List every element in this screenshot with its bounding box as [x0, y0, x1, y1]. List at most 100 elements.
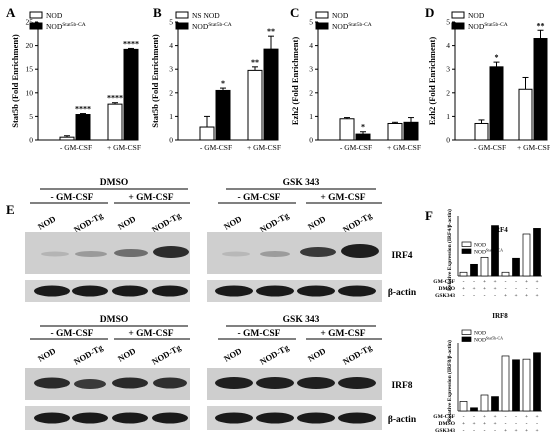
treatment-sign: + [483, 414, 486, 420]
treatment-sign: - [505, 414, 507, 420]
bar [522, 358, 531, 412]
legend-superscript: Stat5b-CA [208, 22, 232, 28]
treatment-row-label: DMSO [439, 286, 456, 292]
treatment-sign: - [515, 414, 517, 420]
treatment-sign: + [483, 279, 486, 285]
legend-label: NODStat5b-CA [332, 22, 372, 31]
panel-label-b: B [153, 5, 162, 20]
treatment-sign: + [493, 414, 496, 420]
panel-label-a: A [6, 5, 16, 20]
lane-label: NOD [222, 214, 243, 232]
bar [459, 271, 468, 277]
panel-label-c: C [290, 5, 299, 20]
bar [339, 118, 355, 141]
bar [459, 401, 468, 412]
y-tick-label: 20 [26, 41, 34, 50]
bar [501, 355, 510, 412]
bar [491, 225, 499, 277]
significance-mark: * [495, 53, 499, 62]
bar [533, 228, 541, 277]
legend-swatch [175, 11, 189, 19]
blot-group-plus-gmcsf: + GM-CSF [128, 329, 173, 339]
bar [533, 38, 548, 141]
legend-superscript: Stat5b-CA [348, 22, 372, 28]
legend-label: NODStat5b-CA [46, 22, 86, 31]
x-tick-label: + GM-CSF [247, 143, 281, 152]
x-tick-label: - GM-CSF [474, 143, 506, 152]
treatment-sign: + [525, 428, 528, 434]
chart-title: IRF4 [492, 226, 508, 234]
blot-group-plus-gmcsf: + GM-CSF [320, 329, 365, 339]
y-axis-label: Relative Expression (IRF8/β-actin) [446, 340, 453, 422]
legend-swatch [315, 22, 329, 30]
treatment-sign: - [515, 421, 517, 427]
y-tick-label: 3 [309, 65, 313, 74]
treatment-sign: + [483, 421, 486, 427]
y-tick-label: 0 [309, 136, 313, 145]
bar [518, 88, 533, 141]
bar [387, 122, 403, 141]
treatment-sign: - [473, 279, 475, 285]
x-tick-label: + GM-CSF [107, 143, 141, 152]
chart-panel-b: 0 1 2 3 4 5 Stat5b (Fold Enrichment) - GM-CSF + … [150, 11, 281, 152]
chart-panel-c: 0 1 2 3 4 5 Ezh2 (Fold Enrichment) - GM-CSF + GM… [290, 11, 421, 152]
treatment-sign: - [473, 293, 475, 299]
significance-mark: ** [267, 27, 275, 36]
treatment-sign: + [462, 421, 465, 427]
treatment-sign: - [536, 286, 538, 292]
blot-header-dmso-bottom: DMSO [100, 315, 129, 325]
treatment-sign: + [493, 279, 496, 285]
legend-swatch [451, 22, 465, 30]
y-tick-label: 10 [26, 88, 34, 97]
treatment-sign: - [536, 421, 538, 427]
legend-label: NOD [468, 11, 485, 20]
bar [470, 263, 478, 277]
y-axis-label: Ezh2 (Fold Enrichment) [290, 37, 300, 125]
significance-mark: ** [251, 58, 259, 67]
legend-label: NOD [474, 243, 486, 249]
legend-label: NODStat5b-CA [474, 336, 503, 344]
bar [491, 396, 499, 412]
significance-mark: * [221, 79, 225, 88]
significance-mark: ** [537, 21, 545, 30]
treatment-sign: - [463, 293, 465, 299]
bar [263, 48, 279, 141]
x-tick-label: - GM-CSF [340, 143, 372, 152]
treatment-sign: - [463, 414, 465, 420]
legend-label: NS NOD [192, 11, 220, 20]
treatment-sign: - [484, 428, 486, 434]
y-tick-label: 2 [446, 88, 450, 97]
treatment-sign: + [514, 428, 517, 434]
chart-panel-d: 0 1 2 3 4 5 Ezh2 (Fold Enrichment) - GM-CSF + GM… [427, 11, 550, 152]
bar [355, 133, 371, 141]
treatment-sign: + [493, 421, 496, 427]
treatment-sign: + [483, 286, 486, 292]
y-tick-label: 4 [309, 41, 313, 50]
legend-swatch [461, 248, 472, 254]
treatment-sign: + [535, 279, 538, 285]
treatment-sign: + [462, 286, 465, 292]
y-tick-label: 2 [169, 88, 173, 97]
lane-label: NOD-Tg [341, 342, 374, 367]
y-tick-label: 3 [446, 65, 450, 74]
y-axis-label: Relative Expression (IRF4/β-actin) [446, 209, 453, 291]
bar [512, 359, 520, 412]
bar [215, 89, 231, 141]
legend-superscript: Stat5b-CA [62, 22, 86, 28]
lane-label: NOD-Tg [150, 342, 183, 367]
x-tick-label: - GM-CSF [200, 143, 232, 152]
chart-panel-a: 0 5 10 15 20 25 Stat5b (Fold Enrichment) - GM-C… [10, 11, 141, 152]
chart-title: IRF8 [492, 312, 508, 320]
y-tick-label: 25 [26, 18, 34, 27]
y-tick-label: 0 [169, 136, 173, 145]
y-tick-label: 1 [446, 112, 450, 121]
panel-label-d: D [425, 5, 434, 20]
treatment-sign: - [494, 293, 496, 299]
lane-label: NOD-Tg [258, 210, 291, 235]
blot-group-minus-gmcsf: - GM-CSF [237, 329, 280, 339]
y-axis-label: Stat5b (Fold Enrichment) [10, 34, 20, 128]
blot-group-minus-gmcsf: - GM-CSF [50, 329, 93, 339]
